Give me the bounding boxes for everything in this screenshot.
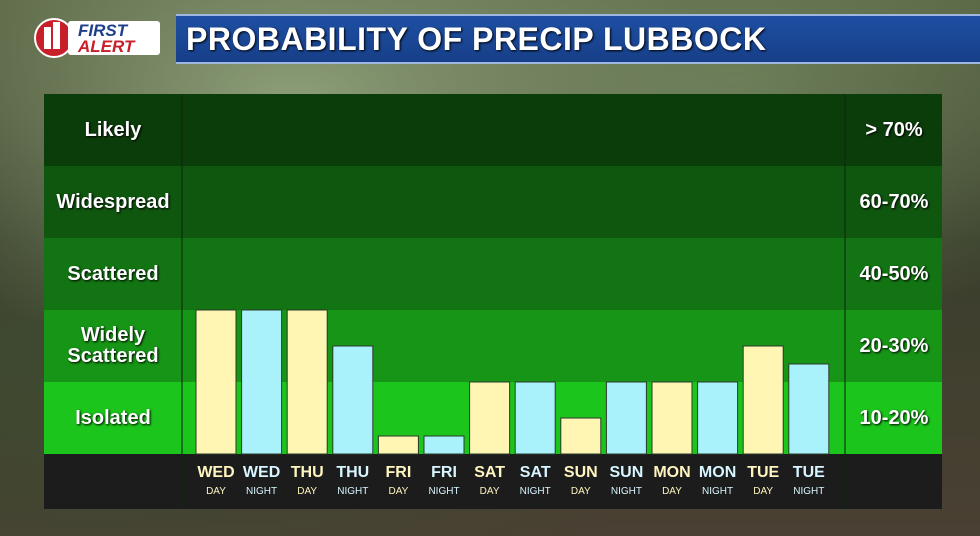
bar-wed-night — [241, 309, 283, 455]
band-label: Likely — [84, 118, 142, 141]
bar-sat-day — [469, 381, 511, 455]
logo-first-text: FIRST — [78, 21, 129, 40]
bar-mon-night — [697, 381, 739, 455]
x-tick-day: THU — [291, 464, 324, 481]
band-label: Widespread — [56, 190, 170, 213]
left-divider — [181, 94, 183, 509]
x-tick-day: TUE — [793, 464, 825, 481]
right-divider — [844, 94, 846, 509]
bar-thu-day — [286, 309, 328, 455]
x-tick-day: SUN — [610, 464, 644, 481]
x-tick-period: DAY — [480, 486, 500, 497]
band-label: Scattered — [67, 262, 159, 285]
x-tick-period: NIGHT — [520, 486, 551, 497]
x-tick-day: TUE — [747, 464, 779, 481]
first-alert-logo: FIRST ALERT — [34, 18, 160, 58]
x-tick-day: FRI — [431, 464, 457, 481]
x-tick-period: DAY — [206, 486, 226, 497]
x-tick-period: NIGHT — [611, 486, 642, 497]
bar-wed-day — [195, 309, 237, 455]
band-likely: Likely > 70% — [44, 94, 942, 166]
x-tick-period: NIGHT — [793, 486, 824, 497]
chart-title: PROBABILITY OF PRECIP LUBBOCK — [186, 21, 767, 57]
x-tick-day: MON — [699, 464, 736, 481]
x-tick-day: MON — [653, 464, 690, 481]
x-tick-period: DAY — [297, 486, 317, 497]
band-range: 60-70% — [859, 190, 929, 213]
x-tick-period: NIGHT — [246, 486, 277, 497]
band-range: 20-30% — [859, 334, 929, 357]
x-tick-period: NIGHT — [428, 486, 459, 497]
bar-thu-night — [332, 345, 374, 455]
x-tick-day: WED — [197, 464, 234, 481]
bar-tue-day — [742, 345, 784, 455]
chart-panel: Likely > 70% Widespread 60-70% Scattered 40-5… — [44, 94, 942, 509]
band-scattered: Scattered 40-50% — [44, 238, 942, 310]
x-tick-period: NIGHT — [702, 486, 733, 497]
bar-fri-day — [377, 435, 419, 455]
x-tick-day: SUN — [564, 464, 598, 481]
bar-tue-night — [788, 363, 830, 455]
x-tick-period: DAY — [571, 486, 591, 497]
x-axis-footer — [44, 454, 942, 509]
logo-alert-text: ALERT — [77, 37, 136, 56]
bar-mon-day — [651, 381, 693, 455]
title-bar: PROBABILITY OF PRECIP LUBBOCK — [176, 14, 980, 64]
band-label: Isolated — [75, 406, 151, 429]
bar-sun-day — [560, 417, 602, 455]
x-tick-period: NIGHT — [337, 486, 368, 497]
x-tick-day: FRI — [386, 464, 412, 481]
bar-fri-night — [423, 435, 465, 455]
bar-sat-night — [514, 381, 556, 455]
x-tick-day: SAT — [474, 464, 505, 481]
band-range: 10-20% — [859, 406, 929, 429]
band-range: 40-50% — [859, 262, 929, 285]
band-range: > 70% — [865, 118, 923, 141]
x-tick-period: DAY — [753, 486, 773, 497]
bar-sun-night — [605, 381, 647, 455]
x-tick-day: THU — [336, 464, 369, 481]
x-tick-day: WED — [243, 464, 280, 481]
band-label: Widely Scattered — [67, 324, 159, 367]
band-widespread: Widespread 60-70% — [44, 166, 942, 238]
x-tick-period: DAY — [388, 486, 408, 497]
bar-chart: WED DAY WED NIGHT THU DAY THU NIGHT FRI DAY FRI NIG… — [195, 309, 830, 497]
x-tick-period: DAY — [662, 486, 682, 497]
x-tick-day: SAT — [520, 464, 551, 481]
